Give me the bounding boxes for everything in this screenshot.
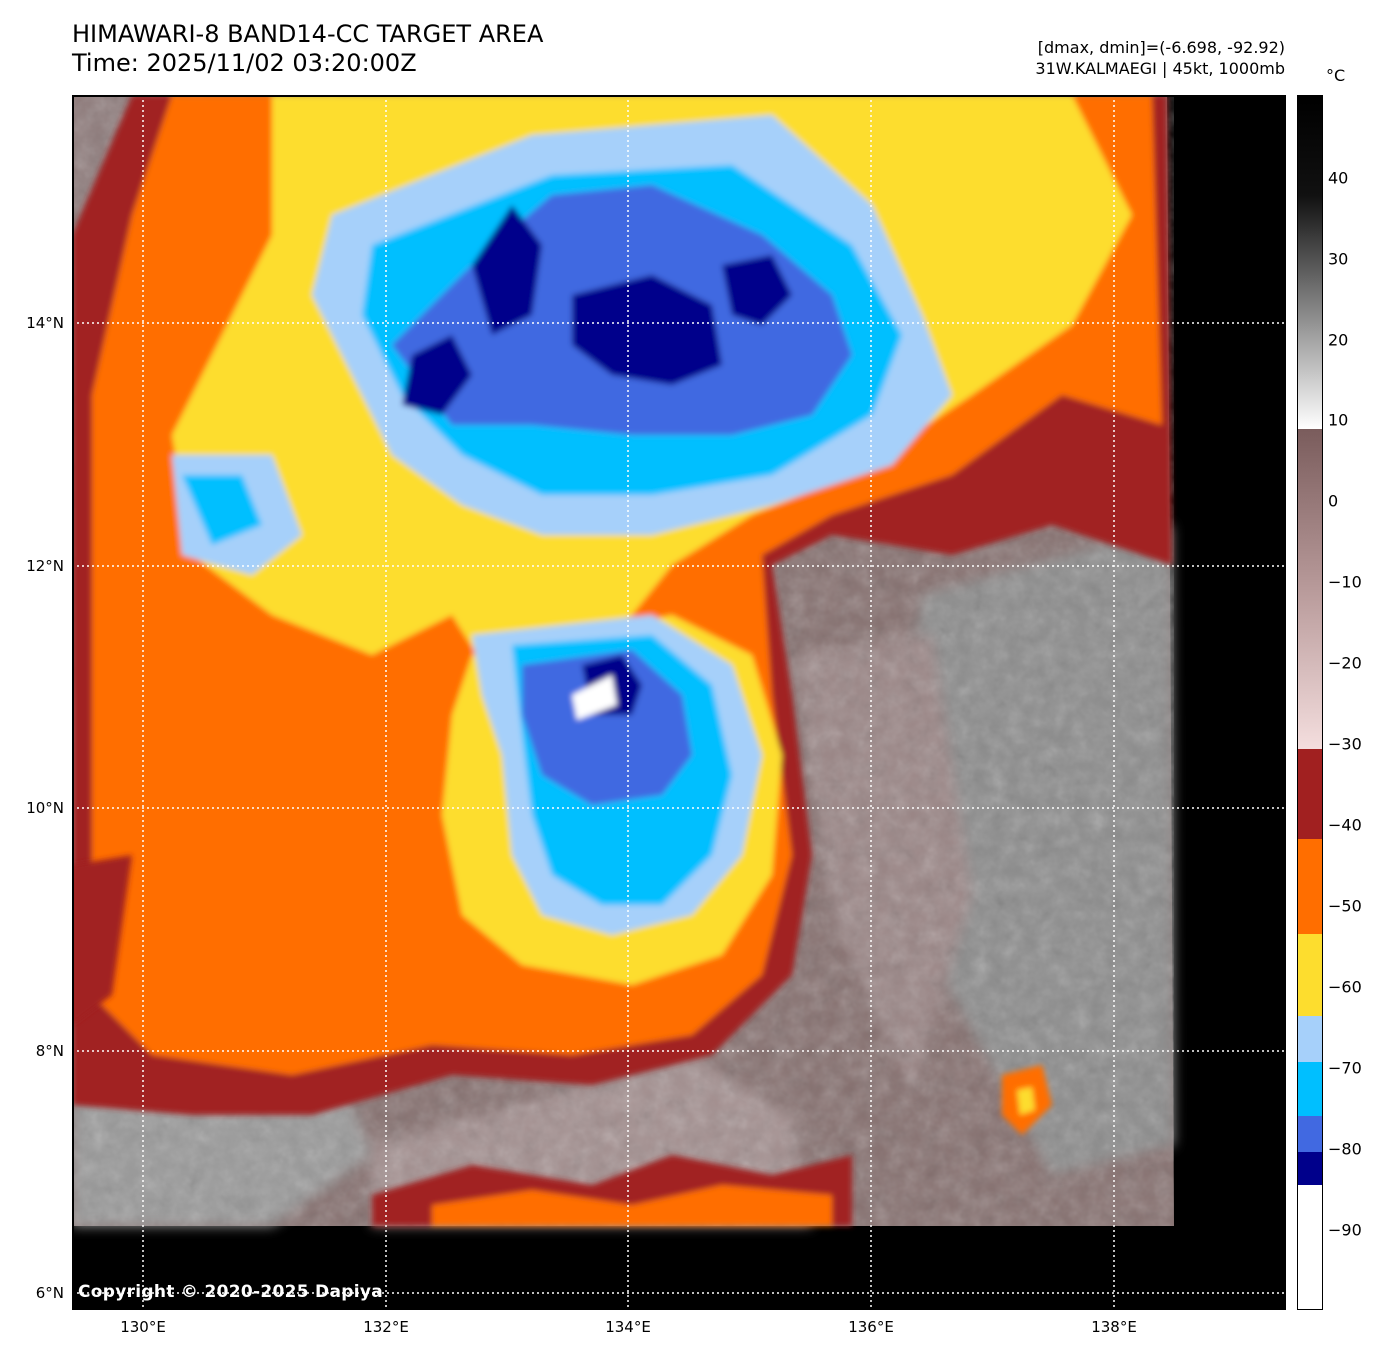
colorbar-tick: 30 xyxy=(1328,249,1349,269)
copyright-notice: Copyright © 2020-2025 Dapiya xyxy=(78,1282,383,1302)
lon-label-132: 132°E xyxy=(363,1318,409,1336)
temperature-range: [dmax, dmin]=(-6.698, -92.92) xyxy=(1037,38,1285,57)
figure-title: HIMAWARI-8 BAND14-CC TARGET AREA Time: 2… xyxy=(72,20,543,78)
colorbar-tick: −30 xyxy=(1328,734,1362,754)
graticule xyxy=(72,95,1286,1310)
colorbar-tick: 20 xyxy=(1328,330,1349,350)
colorbar xyxy=(1297,95,1323,1310)
colorbar-tick: −50 xyxy=(1328,896,1362,916)
lon-label-134: 134°E xyxy=(605,1318,651,1336)
satellite-map xyxy=(72,95,1286,1310)
lon-label-136: 136°E xyxy=(848,1318,894,1336)
lat-label-10: 10°N xyxy=(26,799,64,817)
colorbar-tick: −40 xyxy=(1328,815,1362,835)
colorbar-tick: −20 xyxy=(1328,653,1362,673)
title-line-2: Time: 2025/11/02 03:20:00Z xyxy=(72,49,417,77)
storm-info: [dmax, dmin]=(-6.698, -92.92) 31W.KALMAE… xyxy=(1035,37,1285,79)
lat-label-14: 14°N xyxy=(26,314,64,332)
colorbar-unit: °C xyxy=(1326,66,1346,85)
colorbar-tick: −60 xyxy=(1328,977,1362,997)
lon-label-130: 130°E xyxy=(120,1318,166,1336)
colorbar-tick: 0 xyxy=(1328,491,1339,511)
colorbar-tick: −90 xyxy=(1328,1220,1362,1240)
colorbar-tick: −10 xyxy=(1328,572,1362,592)
satellite-swath xyxy=(72,95,1174,1226)
colorbar-tick: −80 xyxy=(1328,1139,1362,1159)
lon-label-138: 138°E xyxy=(1091,1318,1137,1336)
title-line-1: HIMAWARI-8 BAND14-CC TARGET AREA xyxy=(72,20,544,48)
storm-identifier: 31W.KALMAEGI | 45kt, 1000mb xyxy=(1035,59,1285,78)
lat-label-8: 8°N xyxy=(35,1042,64,1060)
colorbar-tick: 40 xyxy=(1328,168,1349,188)
colorbar-tick: −70 xyxy=(1328,1058,1362,1078)
colorbar-tick: 10 xyxy=(1328,410,1349,430)
lat-label-12: 12°N xyxy=(26,557,64,575)
lat-label-6: 6°N xyxy=(35,1284,64,1302)
